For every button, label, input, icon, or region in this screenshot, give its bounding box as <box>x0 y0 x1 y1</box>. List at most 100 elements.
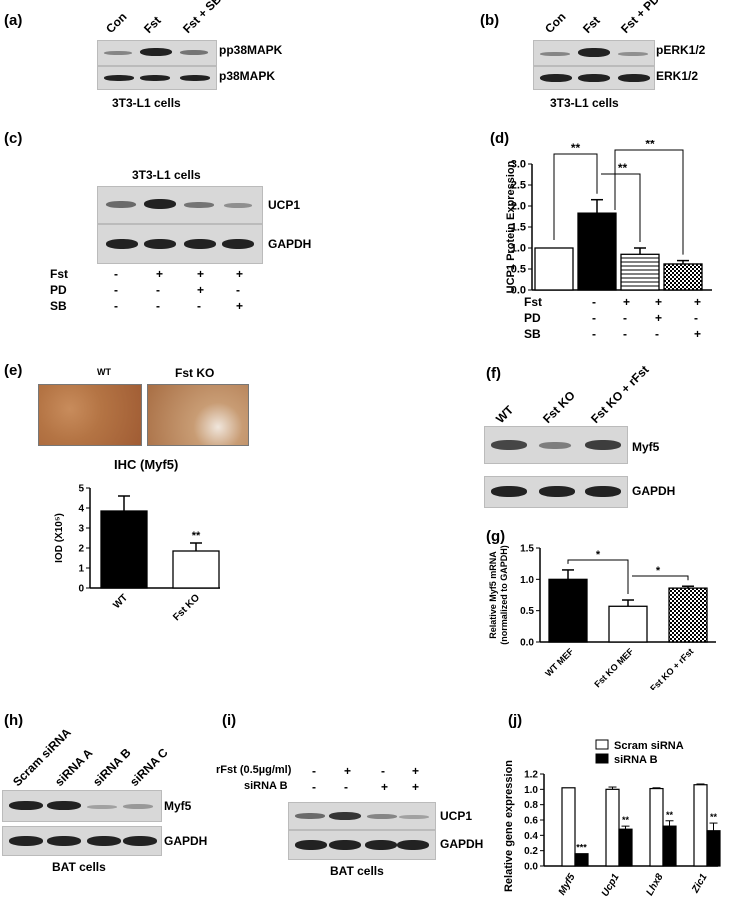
sig-label: * <box>596 549 601 561</box>
y-tick-label: 5 <box>78 484 84 495</box>
treat-name-pd: PD <box>50 283 67 297</box>
y-tick-label: 0.4 <box>524 831 538 842</box>
bar-zic1-sirnab <box>706 830 721 867</box>
treat-val: + <box>381 780 389 794</box>
lane-label-fst-sb: Fst + SB <box>180 0 225 37</box>
treat-val: - <box>236 283 240 297</box>
treat-val: - <box>344 780 348 794</box>
panel-a-label: (a) <box>4 12 23 29</box>
ihc-image-fstko <box>147 384 249 446</box>
lane-label-fstko-f: Fst KO <box>540 388 578 426</box>
sig-bracket <box>632 575 689 581</box>
panel-a-caption: 3T3-L1 cells <box>112 96 181 110</box>
treat-val: + <box>694 327 702 341</box>
blot-p38mapk <box>97 66 217 90</box>
legend-swatch <box>595 753 609 764</box>
bar-myf5-sirnab <box>574 853 589 867</box>
treat-val: - <box>381 764 385 778</box>
treat-val: + <box>655 295 663 309</box>
y-tick-label: 2.0 <box>511 201 526 213</box>
treat-val: - <box>592 295 596 309</box>
row-label-perk: pERK1/2 <box>656 43 706 57</box>
treat-val: + <box>623 295 631 309</box>
treat-val: - <box>114 299 118 313</box>
lane-label-fst-pd: Fst + PD <box>618 0 663 37</box>
y-tick-label: 0.0 <box>511 285 526 297</box>
y-tick-label: 0.0 <box>524 862 538 873</box>
blot-gapdh-f <box>484 476 628 508</box>
row-label-pp38mapk: pp38MAPK <box>219 43 283 57</box>
panel-i-caption: BAT cells <box>330 864 384 878</box>
sig-label: ** <box>618 161 628 175</box>
y-tick-label: 1.0 <box>511 243 526 255</box>
panel-c-title: 3T3-L1 cells <box>132 168 201 182</box>
treat-val: + <box>655 311 663 325</box>
y-tick-label: 2 <box>78 544 84 555</box>
y-tick-label: 1.0 <box>520 575 534 586</box>
sig-bracket <box>567 559 629 595</box>
blot-ucp1 <box>97 186 263 224</box>
treat-val: + <box>344 764 352 778</box>
lane-label-sirna-a: siRNA A <box>52 745 96 789</box>
panel-h-label: (h) <box>4 712 24 729</box>
panel-i-label: (i) <box>222 712 237 729</box>
treat-val: - <box>592 311 596 325</box>
sig-bracket <box>601 173 641 242</box>
treat-val: + <box>694 295 702 309</box>
lane-label-sirna-b: siRNA B <box>90 745 134 789</box>
bar-fst-ko-mef <box>608 605 648 643</box>
row-label-erk: ERK1/2 <box>656 69 699 83</box>
treat-val: + <box>412 764 420 778</box>
bar-fst <box>577 212 617 291</box>
sig-label: *** <box>576 843 587 853</box>
treat-val: + <box>197 283 205 297</box>
treat-val: - <box>694 311 698 325</box>
row-label-ucp1-i: UCP1 <box>440 809 473 823</box>
treat-val: - <box>197 299 201 313</box>
chart-j: 0.0 0.2 0.4 0.6 0.8 1.0 1.2 Relative gene expre… <box>503 739 721 898</box>
y-tick-label: 3 <box>78 524 84 535</box>
row-label-gapdh-c: GAPDH <box>268 237 312 251</box>
row-label-p38mapk: p38MAPK <box>219 69 276 83</box>
y-axis-label: Relative gene expression <box>503 760 515 892</box>
panel-b-caption: 3T3-L1 cells <box>550 96 619 110</box>
x-tick-label: Fst KO + rFst <box>648 646 695 690</box>
y-tick-label: 0.5 <box>520 606 534 617</box>
blot-gapdh-h <box>2 826 162 856</box>
panel-b-label: (b) <box>480 12 500 29</box>
sig-label: ** <box>710 812 718 822</box>
y-tick-label: 1.5 <box>511 222 526 234</box>
row-label-myf5-f: Myf5 <box>632 440 660 454</box>
bar-ucp1-sirnab <box>618 828 633 867</box>
panel-j-label: (j) <box>508 712 523 729</box>
blot-myf5-h <box>2 790 162 822</box>
bar-ucp1-scram <box>605 788 620 867</box>
treat-val: + <box>236 299 244 313</box>
lane-label-sirna-c: siRNA C <box>127 745 171 789</box>
treat-name-rfst: rFst (0.5µg/ml) <box>216 764 292 776</box>
x-tick-label: Ucp1 <box>600 872 622 898</box>
treat-val: + <box>156 267 164 281</box>
treat-val: - <box>655 327 659 341</box>
treat-val: - <box>312 780 316 794</box>
y-axis-label: IOD (X10⁵) <box>54 513 65 563</box>
blot-myf5-f <box>484 426 628 464</box>
bar-fst-sb <box>663 263 703 291</box>
y-axis-label-2: (normalized to GAPDH) <box>499 545 509 645</box>
x-tick-label: Lhx8 <box>644 872 665 898</box>
ihc-caption: IHC (Myf5) <box>114 457 179 472</box>
sig-bracket <box>614 149 684 255</box>
x-tick-label: Fst KO <box>171 592 202 623</box>
treat-name-sirna-b: siRNA B <box>244 780 288 792</box>
treat-val: + <box>236 267 244 281</box>
blot-pp38mapk <box>97 40 217 66</box>
bar-wt-mef <box>548 578 588 643</box>
bar-lhx8-sirnab <box>662 825 677 867</box>
treat-val: - <box>156 283 160 297</box>
treat-name-fst-d: Fst <box>524 295 542 309</box>
lane-label-con: Con <box>103 9 130 36</box>
sig-label: ** <box>192 530 201 542</box>
legend-label: Scram siRNA <box>614 740 684 752</box>
lane-label-fst: Fst <box>141 13 164 36</box>
row-label-gapdh-h: GAPDH <box>164 834 208 848</box>
